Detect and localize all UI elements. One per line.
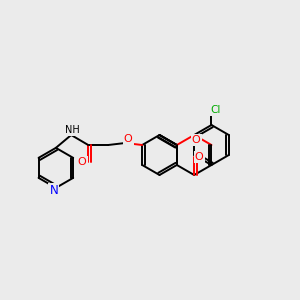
Text: O: O: [192, 135, 200, 145]
Text: O: O: [78, 157, 87, 167]
Text: O: O: [195, 152, 203, 162]
Text: O: O: [124, 134, 133, 144]
Text: N: N: [50, 184, 58, 197]
Text: NH: NH: [65, 125, 80, 135]
Text: Cl: Cl: [210, 105, 221, 115]
